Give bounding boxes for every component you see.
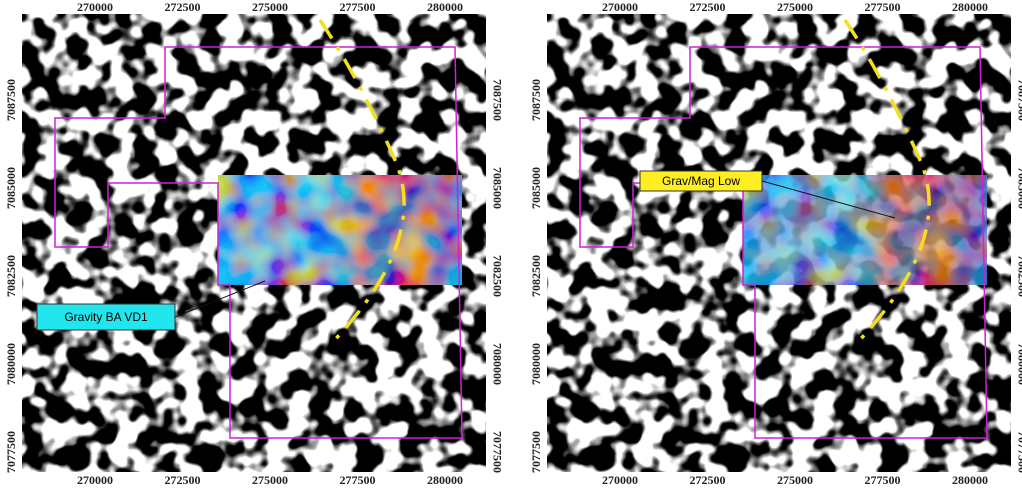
y-tick-label: 7085000 bbox=[529, 167, 543, 209]
callout-leader bbox=[761, 180, 896, 219]
y-tick-label: 7080000 bbox=[490, 343, 504, 385]
y-tick-label: 7077500 bbox=[529, 431, 543, 473]
structure-line bbox=[843, 19, 931, 347]
y-tick-label: 7085000 bbox=[4, 167, 18, 209]
callout-leader bbox=[174, 280, 266, 318]
gravity-overlay bbox=[743, 175, 987, 285]
y-tick-label: 7080000 bbox=[529, 343, 543, 385]
x-tick-label: 277500 bbox=[340, 0, 376, 14]
y-tick-label: 7082500 bbox=[490, 255, 504, 297]
y-tick-label: 7077500 bbox=[1015, 431, 1022, 473]
y-tick-label: 7087500 bbox=[1015, 79, 1022, 121]
x-tick-label: 280000 bbox=[427, 0, 463, 14]
y-tick-label: 7085000 bbox=[490, 167, 504, 209]
x-tick-label: 275000 bbox=[777, 0, 813, 14]
x-tick-label: 270000 bbox=[77, 0, 113, 14]
x-tick-label: 275000 bbox=[252, 0, 288, 14]
tenement-boundary bbox=[54, 46, 463, 439]
y-tick-label: 7087500 bbox=[4, 79, 18, 121]
y-tick-label: 7080000 bbox=[4, 343, 18, 385]
x-tick-label: 272500 bbox=[165, 0, 201, 14]
x-tick-label: 270000 bbox=[602, 0, 638, 14]
x-tick-label: 277500 bbox=[340, 473, 376, 487]
callout-box bbox=[36, 303, 176, 331]
y-tick-label: 7082500 bbox=[1015, 255, 1022, 297]
x-tick-label: 275000 bbox=[252, 473, 288, 487]
x-tick-label: 272500 bbox=[165, 473, 201, 487]
map-panel: 270000 270000 272500 272500 275000 275000 2775… bbox=[4, 0, 505, 487]
y-tick-label: 7087500 bbox=[529, 79, 543, 121]
map-panel: 270000 270000 272500 272500 275000 275000 2775… bbox=[529, 0, 1022, 487]
gravity-overlay bbox=[218, 175, 462, 285]
y-tick-label: 7080000 bbox=[1015, 343, 1022, 385]
panels: 270000 270000 272500 272500 275000 275000 2775… bbox=[4, 0, 1022, 487]
x-tick-label: 280000 bbox=[952, 0, 988, 14]
x-tick-label: 270000 bbox=[77, 473, 113, 487]
y-tick-label: 7087500 bbox=[490, 79, 504, 121]
x-tick-label: 270000 bbox=[602, 473, 638, 487]
x-tick-label: 272500 bbox=[690, 0, 726, 14]
y-tick-label: 7077500 bbox=[4, 431, 18, 473]
x-tick-label: 277500 bbox=[865, 473, 901, 487]
callout-label: Gravity BA VD1 bbox=[64, 310, 148, 324]
callout-box bbox=[639, 170, 763, 192]
x-tick-label: 272500 bbox=[690, 473, 726, 487]
y-tick-label: 7082500 bbox=[4, 255, 18, 297]
y-tick-label: 7082500 bbox=[529, 255, 543, 297]
x-tick-label: 277500 bbox=[865, 0, 901, 14]
structure-line bbox=[318, 19, 406, 347]
x-tick-label: 275000 bbox=[777, 473, 813, 487]
x-tick-label: 280000 bbox=[952, 473, 988, 487]
callout-label: Grav/Mag Low bbox=[662, 174, 740, 188]
y-tick-label: 7085000 bbox=[1015, 167, 1022, 209]
x-tick-label: 280000 bbox=[427, 473, 463, 487]
y-tick-label: 7077500 bbox=[490, 431, 504, 473]
